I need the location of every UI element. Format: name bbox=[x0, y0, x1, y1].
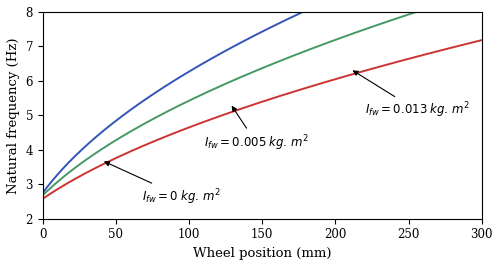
Text: $I_{fw} = 0.005\; kg.\, m^2$: $I_{fw} = 0.005\; kg.\, m^2$ bbox=[204, 107, 309, 153]
Text: $I_{fw} = 0.013\; kg.\, m^2$: $I_{fw} = 0.013\; kg.\, m^2$ bbox=[354, 71, 470, 120]
Y-axis label: Natural frequency (Hz): Natural frequency (Hz) bbox=[7, 37, 20, 194]
X-axis label: Wheel position (mm): Wheel position (mm) bbox=[193, 247, 332, 260]
Text: $I_{fw} = 0\; kg.\, m^2$: $I_{fw} = 0\; kg.\, m^2$ bbox=[105, 162, 222, 207]
